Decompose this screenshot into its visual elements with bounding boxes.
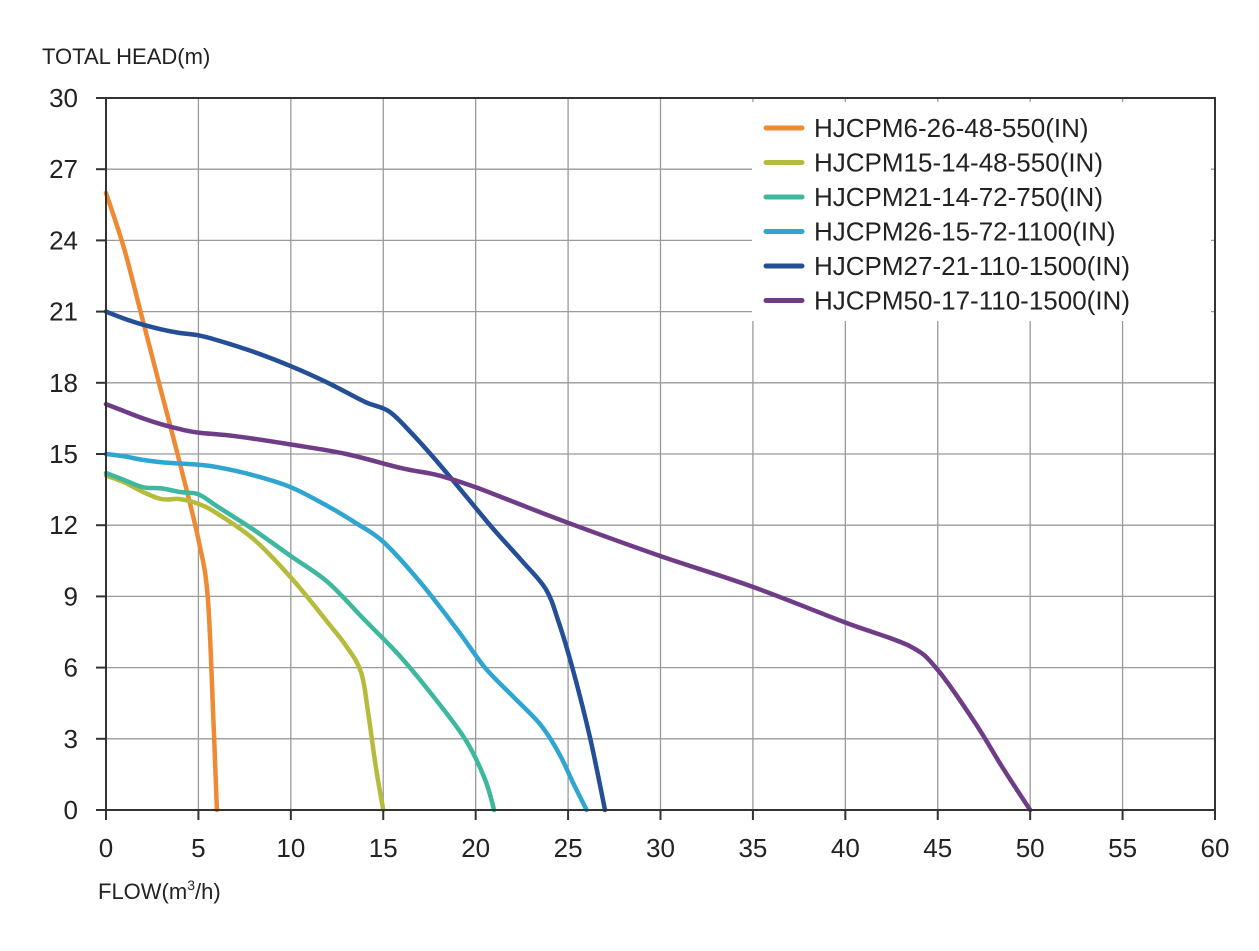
y-axis-title: TOTAL HEAD(m) — [42, 44, 210, 69]
series-line-2 — [103, 473, 386, 813]
y-tick-label: 18 — [49, 368, 78, 398]
legend-label: HJCPM26-15-72-1100(IN) — [814, 217, 1116, 247]
y-axis-tick-labels: 0 3 6 9 12 15 18 21 24 27 30 — [49, 83, 106, 825]
y-tick-label: 3 — [64, 724, 78, 754]
y-tick-label: 6 — [64, 653, 78, 683]
series-line-5 — [103, 309, 608, 813]
legend-label: HJCPM21-14-72-750(IN) — [814, 182, 1103, 212]
x-tick-label: 15 — [369, 833, 398, 863]
legend-background — [752, 102, 1211, 321]
legend-label: HJCPM50-17-110-1500(IN) — [814, 286, 1130, 316]
y-tick-label: 21 — [49, 297, 78, 327]
x-tick-label: 35 — [738, 833, 767, 863]
x-axis-title-main: FLOW(m — [98, 879, 187, 904]
series-line-4 — [103, 451, 589, 813]
legend: HJCPM6-26-48-550(IN) HJCPM15-14-48-550(IN… — [752, 102, 1211, 321]
y-tick-label: 12 — [49, 510, 78, 540]
x-tick-label: 25 — [554, 833, 583, 863]
series-line-3 — [103, 470, 497, 813]
x-tick-label: 50 — [1016, 833, 1045, 863]
data-series — [103, 190, 1033, 813]
x-tick-label: 5 — [191, 833, 205, 863]
y-tick-label: 0 — [64, 795, 78, 825]
series-line-1 — [103, 190, 220, 813]
x-tick-label: 40 — [831, 833, 860, 863]
y-tick-label: 30 — [49, 83, 78, 113]
y-tick-label: 9 — [64, 581, 78, 611]
legend-label: HJCPM15-14-48-550(IN) — [814, 148, 1103, 178]
x-tick-label: 20 — [461, 833, 490, 863]
y-tick-label: 24 — [49, 225, 78, 255]
legend-label: HJCPM27-21-110-1500(IN) — [814, 251, 1130, 281]
x-tick-label: 10 — [276, 833, 305, 863]
x-tick-label: 0 — [99, 833, 113, 863]
x-tick-label: 60 — [1201, 833, 1230, 863]
y-tick-label: 15 — [49, 439, 78, 469]
x-axis-tick-labels: 0 5 10 15 20 25 30 35 40 45 50 55 60 — [99, 810, 1230, 863]
x-axis-title-tail: /h) — [195, 879, 221, 904]
x-tick-label: 30 — [646, 833, 675, 863]
x-axis-title: FLOW(m3/h) — [98, 877, 221, 904]
legend-label: HJCPM6-26-48-550(IN) — [814, 113, 1089, 143]
series-line-6 — [103, 401, 1033, 813]
y-tick-label: 27 — [49, 154, 78, 184]
x-tick-label: 55 — [1108, 833, 1137, 863]
x-axis-title-superscript: 3 — [187, 877, 195, 893]
x-tick-label: 45 — [923, 833, 952, 863]
